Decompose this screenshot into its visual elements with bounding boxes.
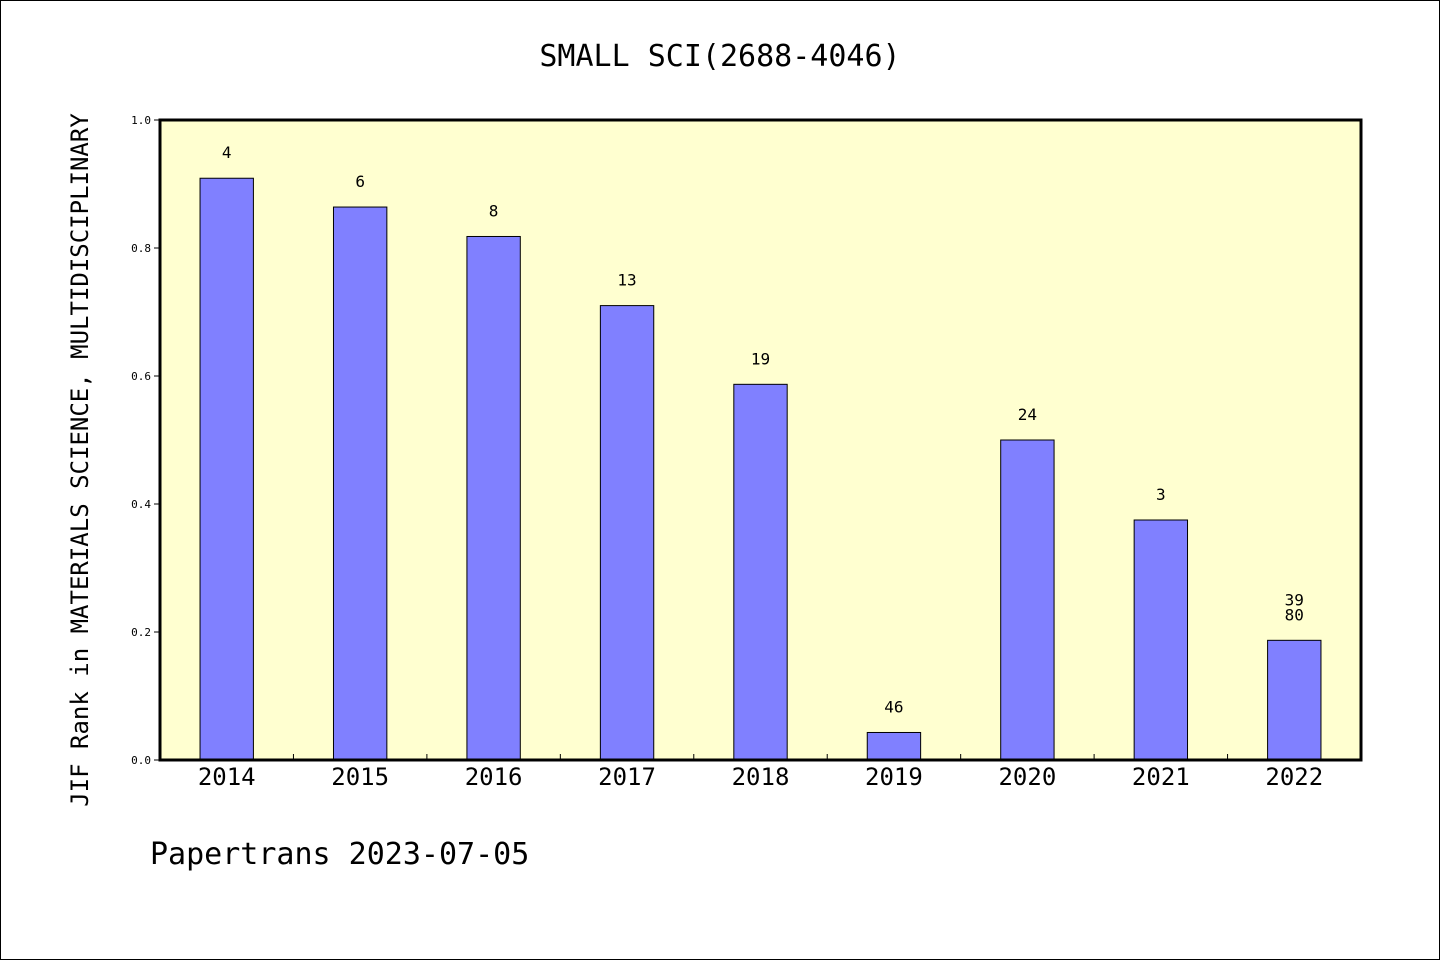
- y-axis-label: JIF Rank in MATERIALS SCIENCE, MULTIDISC…: [66, 113, 94, 807]
- bar-2014: [199, 177, 254, 761]
- footer-text: Papertrans 2023-07-05: [150, 837, 529, 872]
- bar-value-label: 4: [222, 143, 232, 162]
- x-tick-label: 2020: [998, 763, 1056, 791]
- bar-2015: [332, 206, 388, 761]
- bar-value-label: 24: [1018, 405, 1037, 424]
- bars: [199, 177, 1322, 761]
- x-tick-label: 2018: [732, 763, 790, 791]
- y-tick-label: 1.0: [131, 114, 151, 127]
- bar-value-label: 46: [884, 697, 903, 716]
- y-tick-label: 0.6: [131, 370, 151, 383]
- chart-title: SMALL SCI(2688-4046): [539, 39, 900, 74]
- y-tick-label: 0.8: [131, 242, 151, 255]
- bar-2022: [1267, 639, 1322, 761]
- y-tick-label: 0.4: [131, 498, 151, 511]
- bar-value-label: 6: [355, 172, 365, 191]
- bar-2018: [733, 383, 788, 761]
- bar-value-label: 8: [489, 201, 499, 220]
- x-tick-label: 2022: [1265, 763, 1323, 791]
- bar-value-label: 13: [617, 271, 636, 290]
- bar-value-label: 3: [1156, 485, 1166, 504]
- x-tick-label: 2014: [198, 763, 256, 791]
- bar-value-label: 80: [1285, 605, 1304, 624]
- bar-value-label: 19: [751, 349, 770, 368]
- x-tick-label: 2015: [331, 763, 389, 791]
- x-tick-label: 2017: [598, 763, 656, 791]
- bar-value-label: 39: [1285, 590, 1304, 609]
- y-ticks: 0.0 0.2 0.4 0.6 0.8 1.0: [131, 114, 160, 767]
- bar-2020: [1000, 439, 1055, 761]
- x-tick-label: 2016: [465, 763, 523, 791]
- x-tick-label: 2019: [865, 763, 923, 791]
- bar-2016: [466, 235, 521, 761]
- bar-2021: [1133, 519, 1189, 761]
- y-tick-label: 0.2: [131, 626, 151, 639]
- x-tick-label: 2021: [1132, 763, 1190, 791]
- y-tick-label: 0.0: [131, 754, 151, 767]
- x-tick-labels: 2014 2015 2016 2017 2018 2019 2020 2021 2022: [198, 763, 1323, 791]
- bar-2019: [866, 731, 922, 761]
- bar-2017: [599, 305, 655, 761]
- plot-border: [158, 118, 1363, 762]
